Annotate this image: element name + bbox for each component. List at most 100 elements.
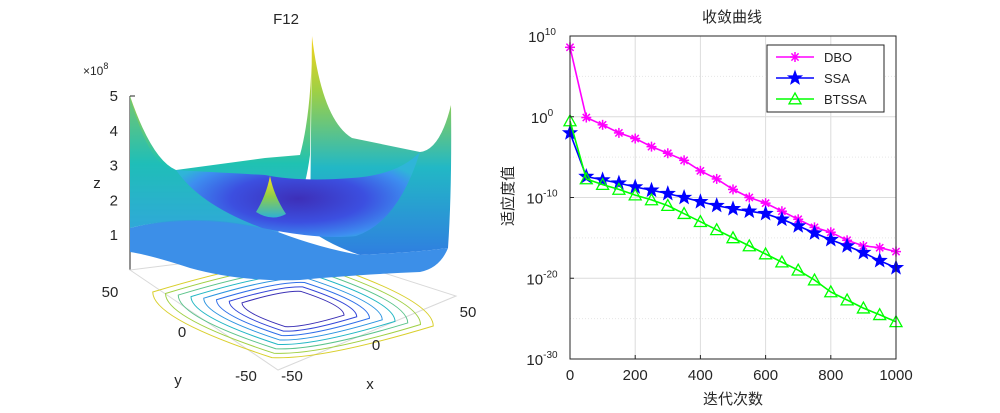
data-point-star <box>839 237 856 253</box>
data-point-star <box>773 210 790 227</box>
convergence-title: 收敛曲线 <box>702 8 762 26</box>
z-tick-label: 3 <box>110 158 118 175</box>
data-point-asterisk <box>597 119 608 130</box>
data-point-star <box>757 205 774 221</box>
series-line <box>569 120 897 323</box>
z-tick-label: 5 <box>110 88 118 105</box>
data-point-star <box>806 224 823 240</box>
data-point-triangle <box>839 292 855 306</box>
data-point-asterisk <box>790 52 800 62</box>
y-tick-label: 10-20 <box>526 269 558 288</box>
data-point-star <box>741 202 758 219</box>
data-point-asterisk <box>581 112 592 123</box>
data-point-triangle <box>872 307 887 321</box>
data-point-triangle <box>774 254 790 268</box>
data-point-triangle <box>676 206 692 220</box>
z-tick-label: 2 <box>110 192 118 209</box>
data-point-triangle <box>758 246 773 260</box>
data-point-triangle <box>856 300 871 314</box>
data-point-star <box>855 244 872 260</box>
data-point-star <box>786 69 804 85</box>
data-point-star <box>676 189 693 205</box>
data-point-asterisk <box>728 184 738 195</box>
y-tick-label: 1010 <box>528 27 556 46</box>
legend-item-btssa: BTSSA <box>776 91 867 107</box>
x-ticks: 0 200 400 600 800 1000 <box>566 355 913 384</box>
x-axis-label: x <box>366 376 374 393</box>
data-point-star <box>790 217 807 233</box>
surface-plot: F12 1 2 3 4 5 ×108 z 50 0 -50 y -50 0 50 x <box>83 11 476 393</box>
data-point-triangle <box>628 187 643 201</box>
x-tick-label: -50 <box>281 368 303 385</box>
z-axis-label: z <box>93 175 101 192</box>
y-tick-label: 100 <box>531 108 554 127</box>
legend: DBO SSA BTSSA <box>766 44 885 113</box>
x-tick-label: 1000 <box>879 367 912 384</box>
z-exponent-label: ×108 <box>83 61 108 78</box>
data-point-triangle <box>660 198 675 212</box>
x-tick-label: 400 <box>688 367 713 384</box>
surface-front-wall <box>130 219 448 281</box>
y-axis-label: 适应度值 <box>499 166 517 226</box>
contour-line <box>241 290 345 328</box>
y-ticks: 1010 100 10-10 10-20 10-30 <box>526 27 574 369</box>
y-tick-label: 0 <box>178 324 186 341</box>
x-tick-label: 50 <box>460 304 477 321</box>
data-point-triangle <box>595 177 610 191</box>
contour-line <box>228 286 358 332</box>
data-point-star <box>708 197 725 213</box>
y-tick-label: 10-10 <box>526 189 558 208</box>
legend-label: BTSSA <box>824 92 867 107</box>
data-point-triangle <box>709 222 724 236</box>
x-tick-label: 600 <box>753 367 778 384</box>
data-point-triangle <box>725 230 741 244</box>
data-point-triangle <box>823 284 838 298</box>
legend-item-ssa: SSA <box>776 69 850 86</box>
data-point-triangle <box>611 182 627 195</box>
x-tick-label: 0 <box>566 367 574 384</box>
y-axis-label: y <box>174 372 182 389</box>
data-point-triangle <box>644 192 659 206</box>
data-point-asterisk <box>646 141 657 152</box>
data-point-asterisk <box>695 165 706 176</box>
legend-item-dbo: DBO <box>776 50 852 65</box>
convergence-plot: 收敛曲线 0 200 400 600 800 1000 1010 100 10-10 10-20… <box>499 8 913 408</box>
x-tick-label: 0 <box>372 337 380 354</box>
data-point-triangle <box>807 272 822 286</box>
z-tick-label: 4 <box>110 123 118 140</box>
data-point-asterisk <box>613 127 624 138</box>
surface-left-shade <box>130 96 278 232</box>
data-point-asterisk <box>744 192 755 203</box>
legend-label: SSA <box>824 71 850 86</box>
surface-front-spike <box>256 176 286 218</box>
data-point-triangle <box>693 214 708 228</box>
data-point-asterisk <box>760 198 771 209</box>
data-point-asterisk <box>662 148 673 159</box>
surface-basin <box>176 152 420 237</box>
data-point-star <box>659 185 676 201</box>
data-point-asterisk <box>630 133 641 144</box>
data-point-star <box>692 193 709 209</box>
data-point-triangle <box>787 91 803 105</box>
series-ssa <box>561 124 905 275</box>
x-tick-label: 200 <box>623 367 648 384</box>
legend-label: DBO <box>824 50 852 65</box>
data-point-star <box>724 200 742 216</box>
data-point-triangle <box>742 238 757 252</box>
x-axis-label: 迭代次数 <box>703 390 763 408</box>
y-tick-label: -50 <box>235 368 257 385</box>
surface-title: F12 <box>273 11 299 28</box>
data-point-asterisk <box>874 242 885 253</box>
data-point-triangle <box>791 262 806 276</box>
data-point-triangle <box>579 171 594 185</box>
data-point-asterisk <box>679 155 690 166</box>
data-point-star <box>871 252 888 268</box>
y-tick-label: 50 <box>102 284 119 301</box>
x-tick-label: 800 <box>818 367 843 384</box>
data-point-asterisk <box>711 173 722 184</box>
y-tick-label: 10-30 <box>526 350 558 369</box>
data-point-star <box>822 231 839 247</box>
contour-line <box>215 281 371 337</box>
z-tick-label: 1 <box>110 227 118 244</box>
